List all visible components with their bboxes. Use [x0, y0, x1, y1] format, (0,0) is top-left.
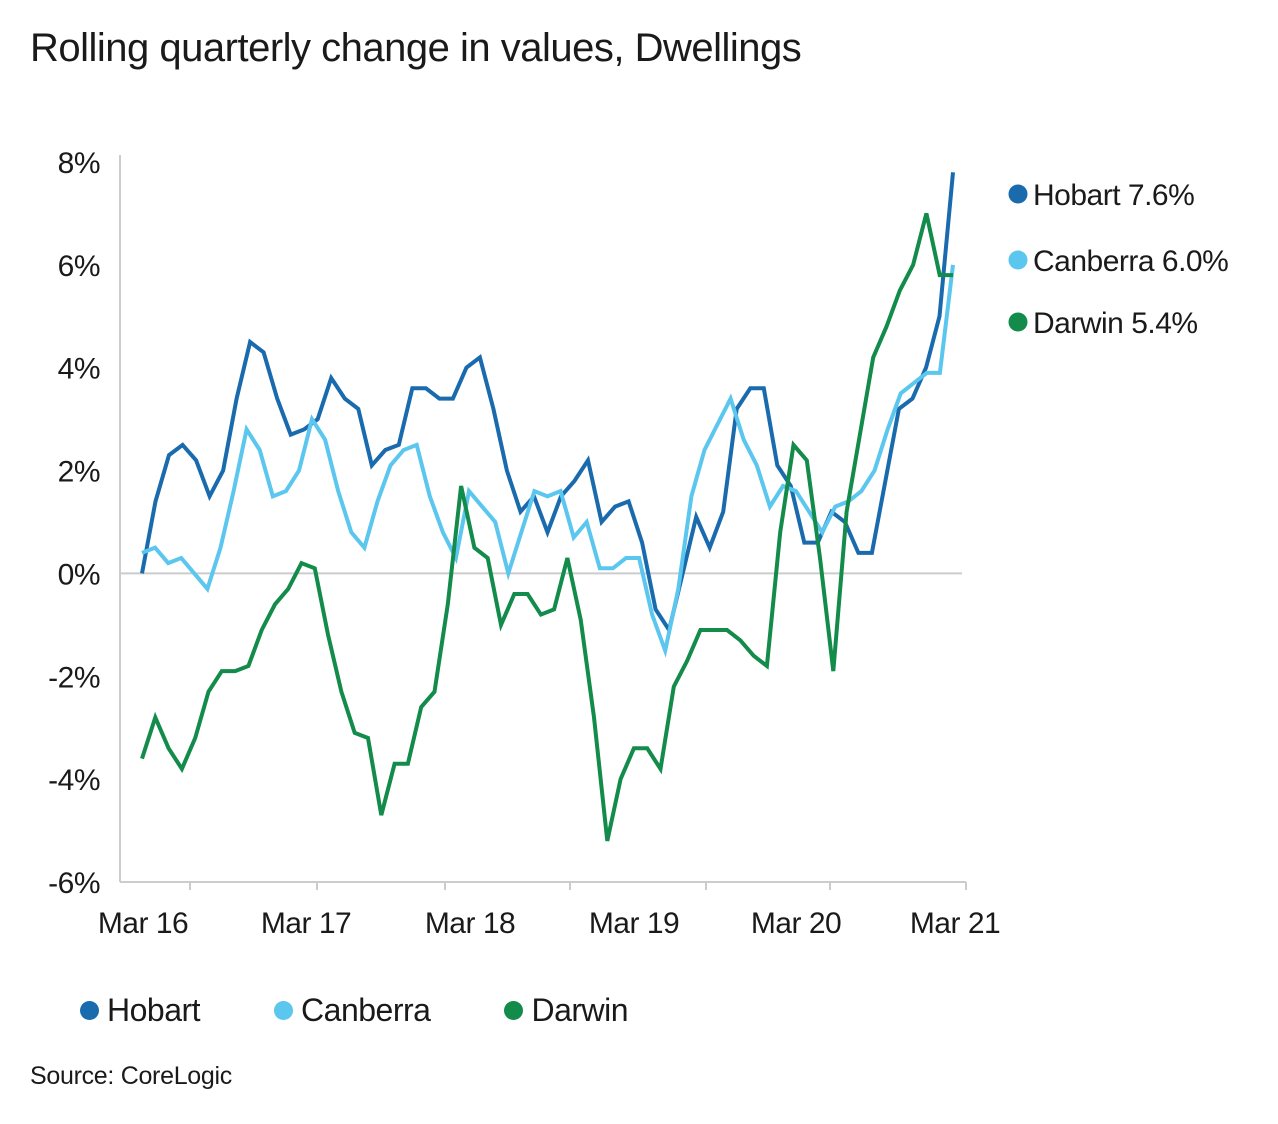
series-line-hobart — [140, 172, 955, 635]
y-tick-label: -6% — [48, 867, 100, 900]
source-note: Source: CoreLogic — [30, 1062, 232, 1090]
series-line-darwin — [140, 212, 953, 842]
legend-marker-darwin — [504, 1001, 524, 1020]
x-tick-label: Mar 18 — [425, 907, 515, 940]
end-label-marker-hobart — [1008, 184, 1028, 204]
y-tick-label: 2% — [58, 456, 100, 489]
x-tick-label: Mar 21 — [910, 907, 1000, 940]
y-tick-label: 4% — [58, 353, 100, 386]
legend-item-hobart: Hobart — [80, 992, 201, 1029]
chart-legend: Hobart Canberra Darwin — [80, 992, 702, 1029]
legend-label-canberra: Canberra — [301, 992, 431, 1028]
chart-title: Rolling quarterly change in values, Dwel… — [30, 26, 802, 70]
x-tick-label: Mar 20 — [751, 907, 841, 940]
y-tick-label: 8% — [58, 147, 100, 180]
legend-item-canberra: Canberra — [274, 992, 431, 1029]
x-tick-label: Mar 16 — [98, 907, 188, 940]
legend-marker-canberra — [274, 1001, 294, 1020]
legend-label-hobart: Hobart — [107, 992, 201, 1028]
end-label-darwin: Darwin 5.4% — [1033, 307, 1198, 340]
legend-marker-hobart — [80, 1001, 99, 1020]
legend-label-darwin: Darwin — [531, 992, 629, 1028]
legend-item-darwin: Darwin — [504, 992, 629, 1029]
line-chart: 8% 6% 4% 2% 0% -2% -4% -6% Mar 16 Mar 17 Mar 18 Mar… — [48, 147, 1229, 940]
end-label-marker-canberra — [1008, 250, 1028, 270]
end-label-marker-darwin — [1008, 312, 1028, 332]
series-line-canberra — [141, 264, 955, 658]
y-tick-label: -4% — [48, 764, 100, 797]
y-tick-label: 0% — [58, 558, 100, 591]
y-tick-label: 6% — [58, 250, 100, 283]
y-tick-label: -2% — [48, 661, 100, 694]
x-tick-label: Mar 19 — [589, 907, 679, 940]
end-label-canberra: Canberra 6.0% — [1033, 245, 1228, 278]
x-tick-label: Mar 17 — [261, 907, 351, 940]
end-label-hobart: Hobart 7.6% — [1033, 179, 1194, 212]
